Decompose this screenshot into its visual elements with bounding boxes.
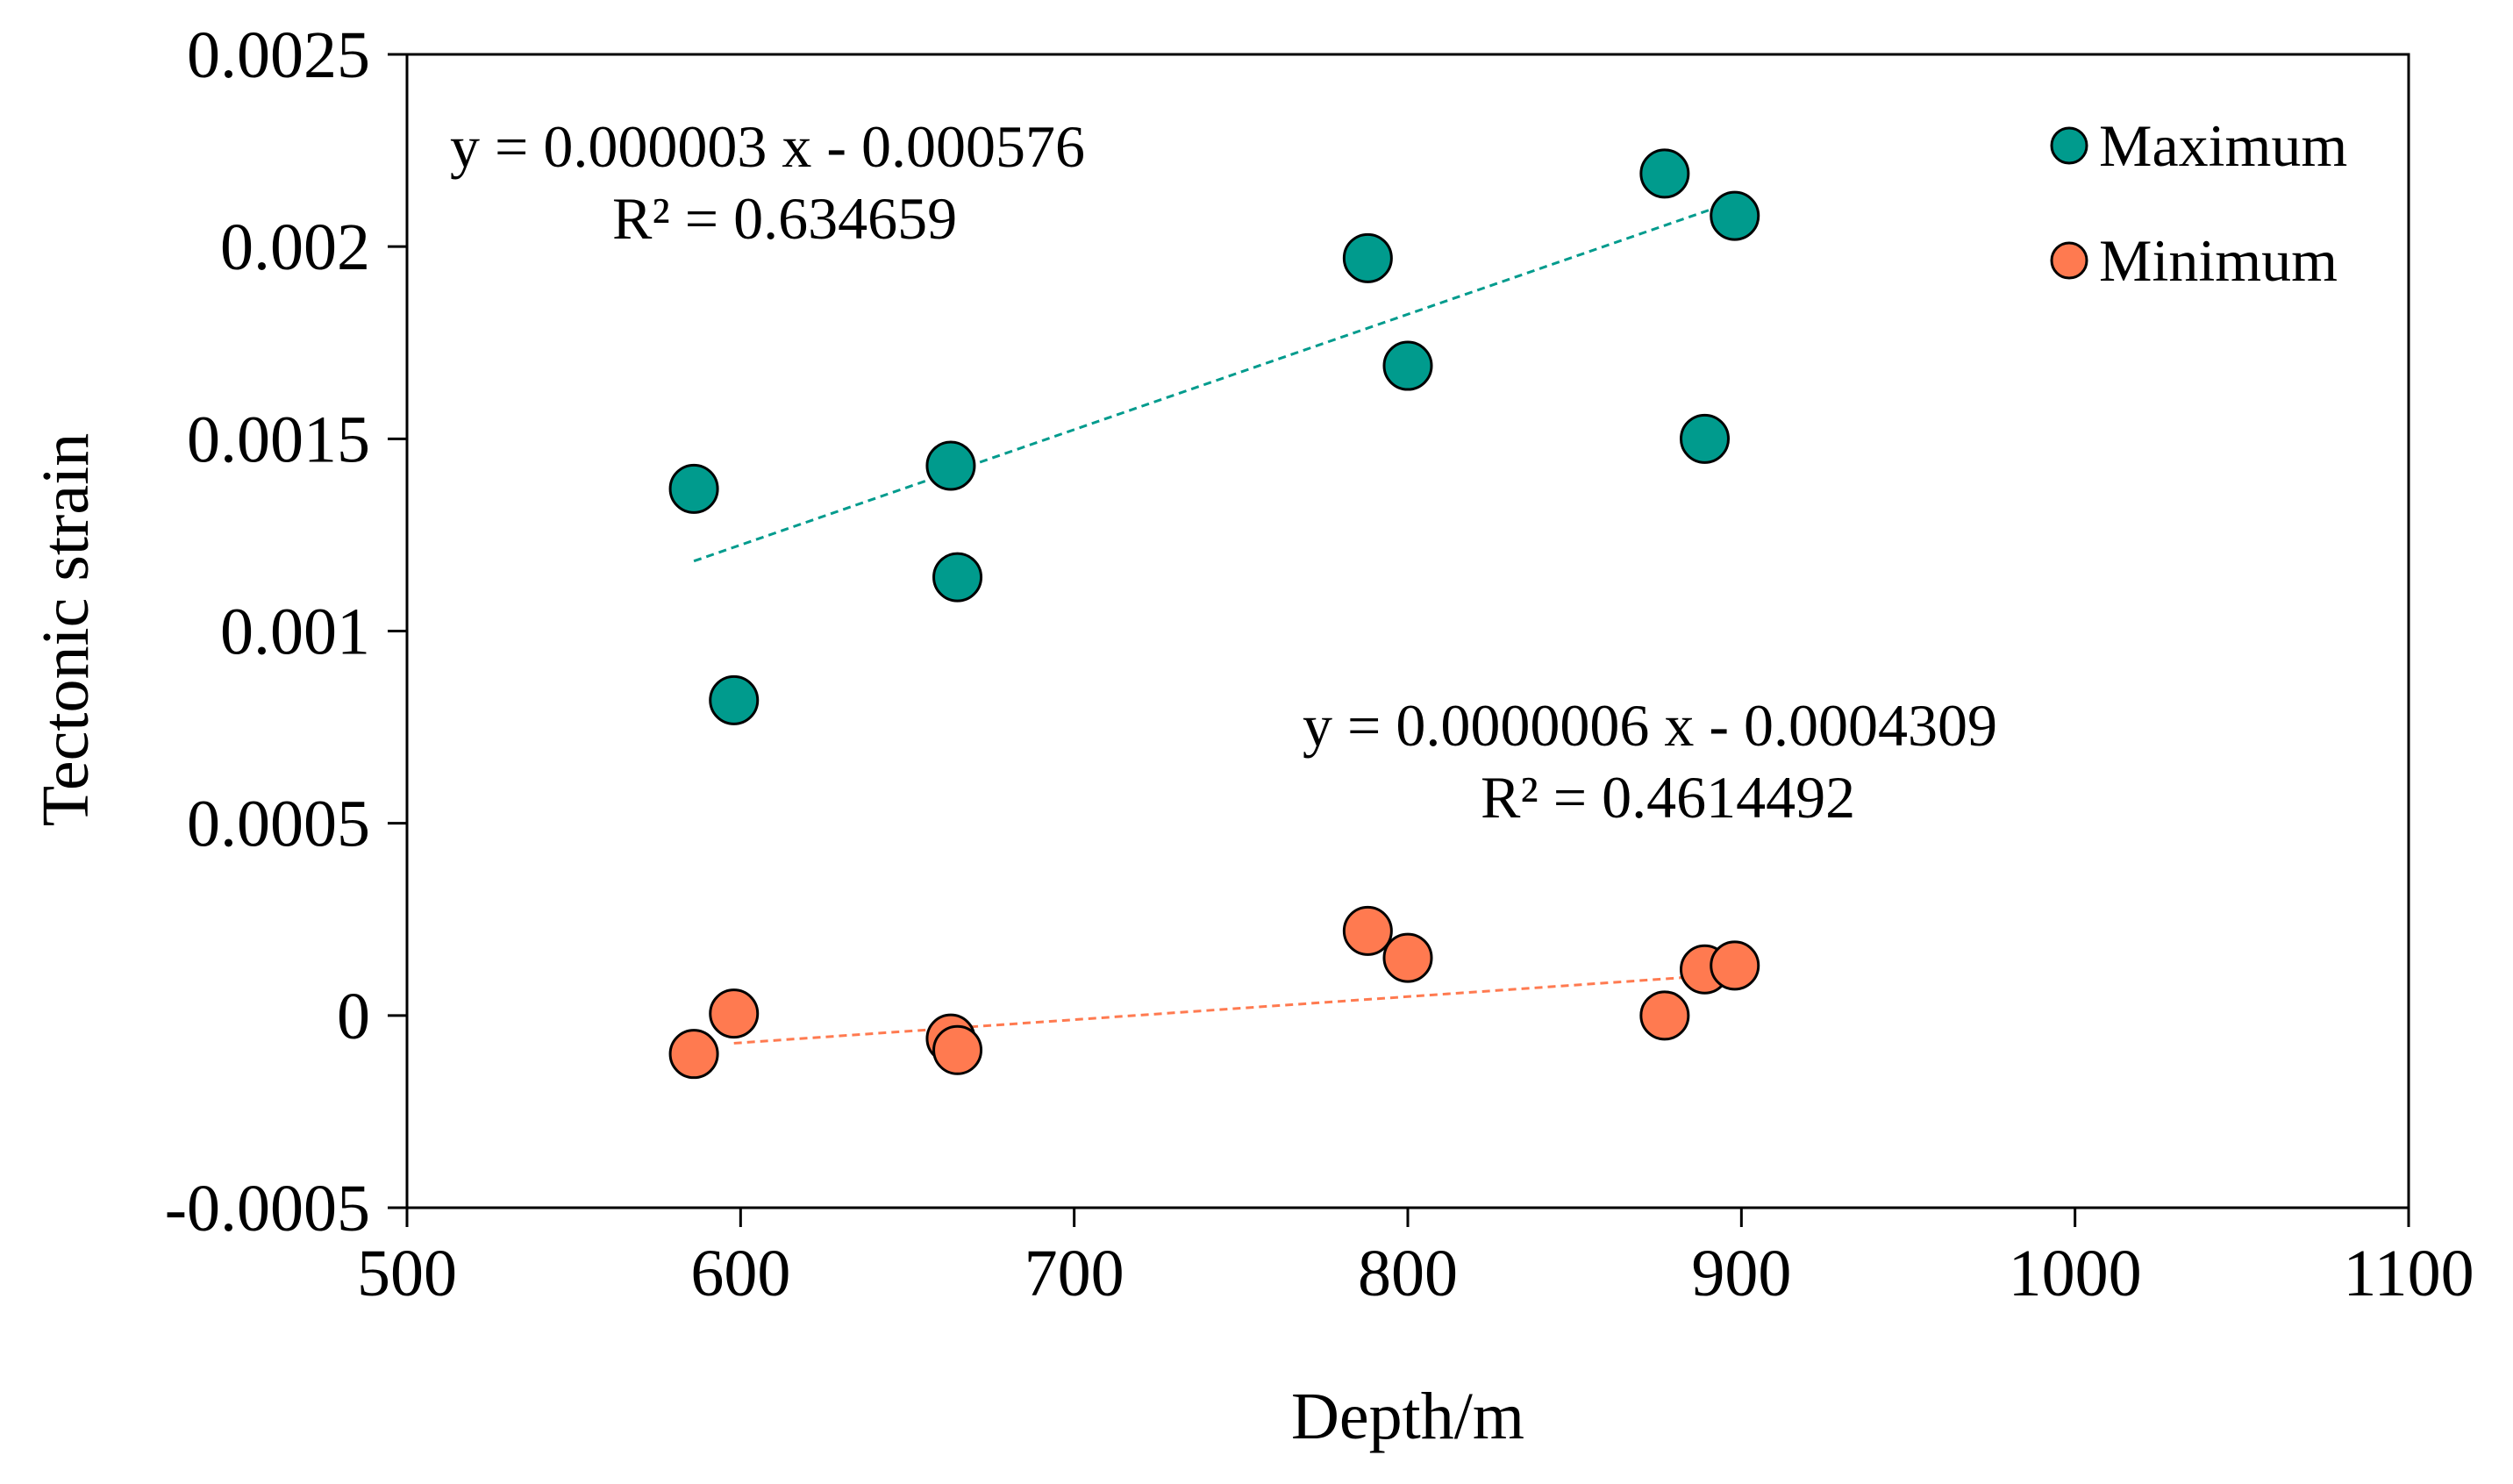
x-tick-label: 700: [1024, 1237, 1124, 1310]
trendlines: [693, 200, 1736, 1045]
x-tick-label: 900: [1691, 1237, 1791, 1310]
data-points: [668, 148, 1760, 1080]
point-minimum: [1710, 940, 1760, 991]
y-tick-label: 0.001: [220, 596, 370, 669]
y-axis-label: Tectonic strain: [29, 433, 103, 826]
point-minimum: [1382, 932, 1433, 983]
y-tick-label: 0: [337, 980, 370, 1053]
x-tick-label: 1100: [2343, 1237, 2474, 1310]
trendline-minimum: [733, 973, 1735, 1045]
point-maximum: [1710, 190, 1760, 241]
point-maximum: [1639, 148, 1690, 199]
y-tick-label: 0.0015: [187, 403, 370, 476]
legend-label-maximum: Maximum: [2099, 112, 2347, 179]
x-axis: 500 600 700 800 900 1000 1100: [357, 1208, 2474, 1310]
point-maximum: [1679, 413, 1730, 464]
trendline-r2-maximum: R² = 0.634659: [612, 185, 957, 252]
legend-label-minimum: Minimum: [2099, 227, 2338, 294]
point-maximum: [925, 440, 976, 491]
y-tick-label: 0.0025: [187, 18, 370, 92]
x-tick-label: 500: [357, 1237, 457, 1310]
point-minimum: [1639, 990, 1690, 1041]
x-tick-label: 800: [1358, 1237, 1458, 1310]
y-axis: -0.0005 0 0.0005 0.001 0.0015 0.002 0.0025: [165, 18, 407, 1245]
point-minimum: [709, 988, 760, 1039]
point-maximum: [668, 463, 719, 514]
point-maximum: [709, 674, 760, 725]
x-tick-label: 1000: [2009, 1237, 2142, 1310]
y-tick-label: -0.0005: [165, 1172, 370, 1245]
point-minimum: [668, 1029, 719, 1080]
point-maximum: [1342, 232, 1393, 283]
trendline-equation-minimum: y = 0.0000006 x - 0.0004309: [1303, 692, 1997, 759]
trendline-r2-minimum: R² = 0.4614492: [1481, 764, 1855, 831]
legend: Maximum Minimum: [2050, 112, 2347, 294]
point-maximum: [932, 552, 983, 603]
point-minimum: [1342, 905, 1393, 956]
point-maximum: [1382, 340, 1433, 391]
legend-marker-minimum: [2050, 241, 2088, 280]
x-axis-label: Depth/m: [1291, 1380, 1524, 1453]
y-tick-label: 0.0005: [187, 788, 370, 861]
trendline-equation-maximum: y = 0.000003 x - 0.000576: [450, 113, 1085, 180]
legend-marker-maximum: [2050, 126, 2088, 165]
y-tick-label: 0.002: [220, 210, 370, 284]
x-tick-label: 600: [690, 1237, 790, 1310]
point-minimum: [932, 1024, 983, 1075]
